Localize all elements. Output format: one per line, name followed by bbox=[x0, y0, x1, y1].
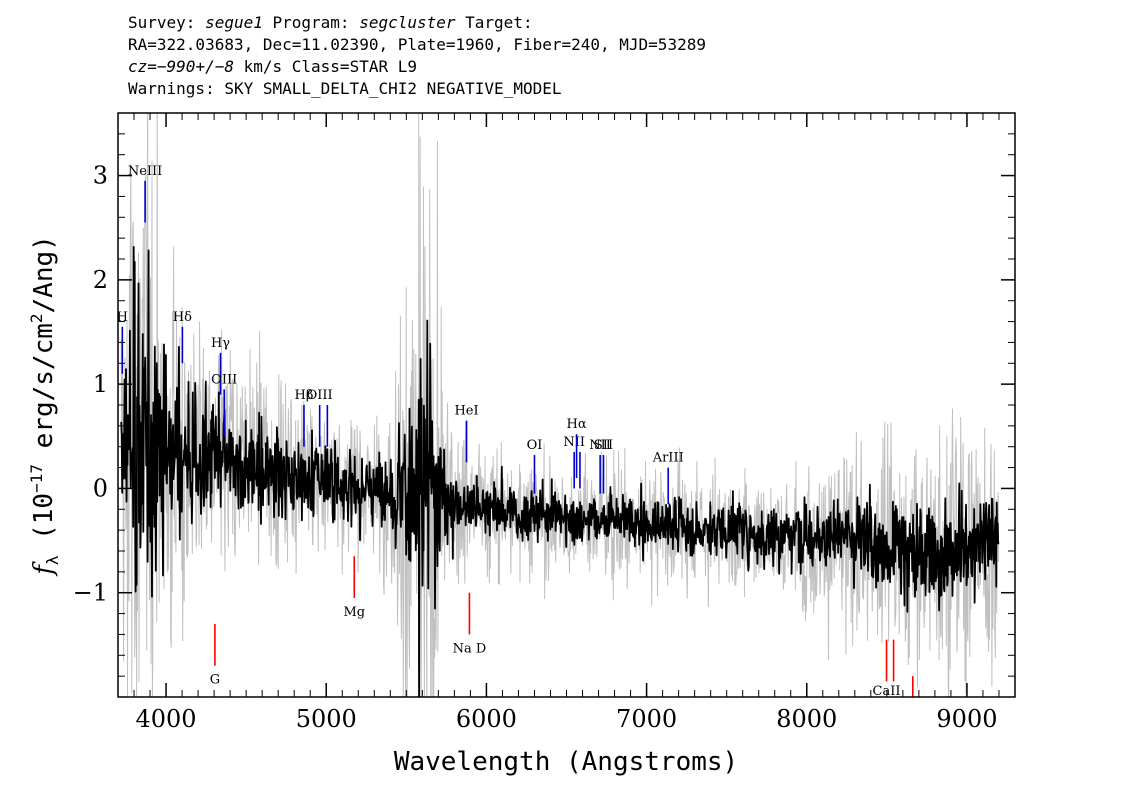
error-series bbox=[120, 113, 1000, 697]
absorption-line-label: Mg bbox=[343, 605, 365, 620]
emission-line-label: OIII bbox=[211, 372, 237, 387]
y-tick-label: 1 bbox=[93, 370, 108, 398]
emission-line-label: NeIII bbox=[128, 164, 162, 179]
emission-line-label: Hα bbox=[567, 417, 587, 432]
emission-line-label: OI bbox=[527, 438, 543, 453]
emission-line-label: NII bbox=[589, 438, 611, 453]
target-prefix: Target: bbox=[455, 13, 533, 32]
x-tick-label: 9000 bbox=[936, 705, 997, 733]
header-line-warnings: Warnings: SKY SMALL_DELTA_CHI2 NEGATIVE_… bbox=[128, 79, 562, 98]
flux-series bbox=[120, 246, 1000, 697]
program-prefix: Program: bbox=[262, 13, 360, 32]
class-text: km/s Class=STAR L9 bbox=[233, 57, 417, 76]
emission-line-label: Hβ bbox=[295, 388, 314, 403]
program-name: segcluster bbox=[359, 13, 456, 32]
header-line-survey: Survey: segue1 Program: segcluster Targe… bbox=[128, 12, 706, 34]
y-axis-label: fλ (10−17 erg/s/cm2/Ang) bbox=[27, 235, 62, 577]
svg-text:fλ (10−17 erg/s/cm2/Ang): fλ (10−17 erg/s/cm2/Ang) bbox=[27, 235, 62, 577]
x-tick-label: 6000 bbox=[456, 705, 517, 733]
x-axis-label: Wavelength (Angstroms) bbox=[394, 747, 738, 777]
survey-name: segue1 bbox=[205, 13, 263, 32]
flux-layer bbox=[120, 246, 1000, 697]
tick-labels: 4000 5000 6000 7000 8000 9000 −1 0 1 2 3 bbox=[73, 162, 998, 733]
error-layer bbox=[120, 113, 1000, 697]
x-tick-label: 5000 bbox=[296, 705, 357, 733]
cz-prefix: cz= bbox=[128, 57, 157, 76]
emission-line-label: ArIII bbox=[652, 451, 684, 466]
absorption-line-label: G bbox=[210, 673, 220, 688]
emission-line-label: OIII bbox=[307, 388, 333, 403]
cz-value: −990+/−8 bbox=[156, 57, 234, 76]
y-tick-label: 0 bbox=[93, 474, 108, 502]
emission-line-label: Hγ bbox=[211, 336, 230, 351]
y-tick-label: −1 bbox=[73, 579, 108, 607]
survey-prefix: Survey: bbox=[128, 13, 206, 32]
x-tick-label: 7000 bbox=[616, 705, 677, 733]
emission-line-label: H bbox=[117, 310, 128, 325]
header-line-cz: cz=−990+/−8 km/s Class=STAR L9 bbox=[128, 56, 706, 78]
axis-ticks bbox=[118, 113, 1015, 697]
y-tick-label: 2 bbox=[93, 266, 108, 294]
x-tick-label: 8000 bbox=[776, 705, 837, 733]
emission-line-label: SII bbox=[594, 438, 613, 453]
emission-line-label: NII bbox=[563, 435, 585, 450]
spectrum-header: Survey: segue1 Program: segcluster Targe… bbox=[128, 12, 706, 100]
absorption-line-label: Na D bbox=[453, 641, 487, 656]
header-line-coords: RA=322.03683, Dec=11.02390, Plate=1960, … bbox=[128, 35, 706, 54]
emission-line-label: Hδ bbox=[173, 310, 192, 325]
emission-line-label: HeI bbox=[454, 404, 478, 419]
x-tick-label: 4000 bbox=[136, 705, 197, 733]
y-tick-label: 3 bbox=[93, 162, 108, 190]
